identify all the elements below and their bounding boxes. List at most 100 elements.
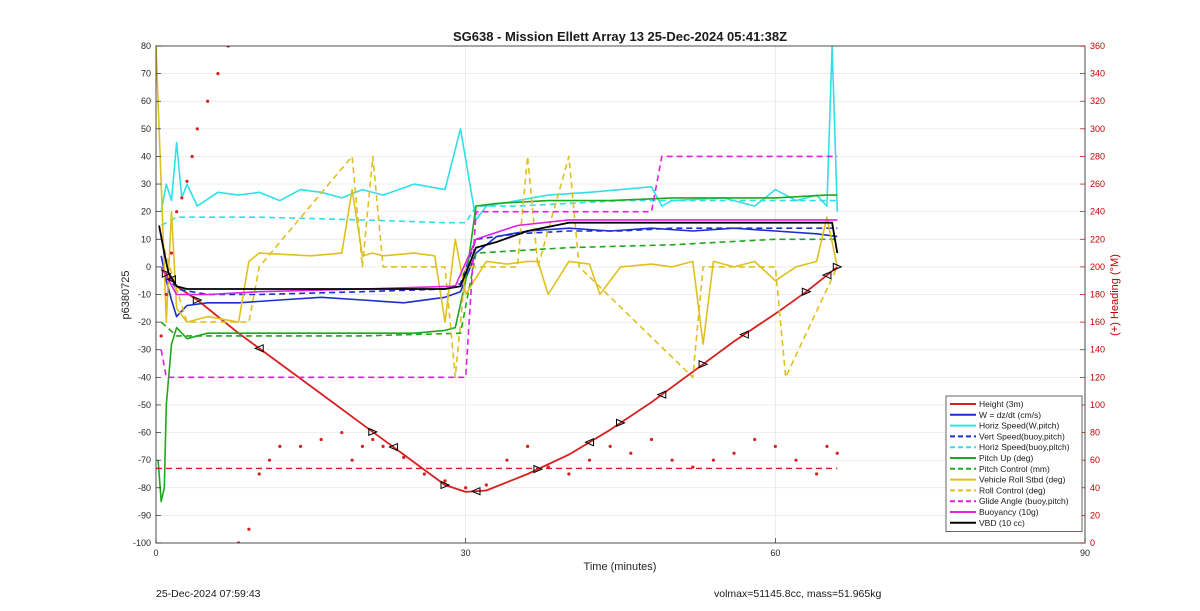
y2-tick-label: 40 (1090, 483, 1100, 493)
footer-mass-info: volmax=51145.8cc, mass=51.965kg (714, 588, 882, 600)
gc-marker (739, 330, 749, 339)
y2-tick-label: 300 (1090, 124, 1105, 134)
series-line-vbd-10-cc (158, 221, 839, 290)
heading-point (773, 444, 777, 448)
y-tick-label: -10 (138, 290, 151, 300)
heading-point (360, 444, 365, 448)
y-tick-label: -50 (138, 400, 151, 410)
heading-point (267, 458, 272, 462)
left-axis-ticks: -100-90-80-70-60-50-40-30-20-10010203040… (133, 41, 161, 548)
gc-marker (470, 486, 481, 496)
y-tick-label: 60 (141, 96, 151, 106)
heading-point (629, 451, 633, 455)
legend-label: Roll Control (deg) (979, 485, 1046, 495)
heading-point (381, 444, 385, 448)
gc-marker (656, 390, 667, 399)
series-line-vert-speed-buoy-pitch (160, 227, 838, 296)
heading-point (815, 472, 819, 476)
x-tick-label: 30 (461, 548, 471, 558)
legend-label: Horiz Speed(W,pitch) (979, 421, 1059, 431)
heading-point (649, 437, 654, 442)
footer-timestamp: 25-Dec-2024 07:59:43 (156, 588, 261, 600)
y2-tick-label: 260 (1090, 179, 1105, 189)
heading-point (608, 444, 612, 448)
heading-point (247, 527, 251, 531)
heading-point (169, 251, 174, 255)
y-tick-label: -60 (138, 428, 151, 438)
heading-point (825, 444, 829, 448)
y2-tick-label: 220 (1090, 234, 1105, 244)
heading-point (175, 210, 179, 214)
gc-marker (161, 269, 172, 278)
x-axis-ticks: 0 30 60 90 (153, 538, 1090, 558)
y-tick-label: -40 (138, 372, 151, 382)
series-line-w-dz-dt-cm-s (160, 227, 838, 318)
gc-marker (253, 344, 264, 353)
x-tick-label: 0 (153, 548, 158, 558)
heading-point (164, 292, 168, 297)
heading-point (711, 458, 716, 462)
heading-point (350, 458, 354, 462)
legend-label: Glide Angle (buoy,pitch) (979, 496, 1069, 506)
heading-point (180, 196, 184, 200)
y-tick-label: 10 (141, 234, 151, 244)
legend-label: Buoyancy (10g) (979, 507, 1039, 517)
legend-label: Pitch Control (mm) (979, 464, 1050, 474)
legend: Height (3m)W = dz/dt (cm/s)Horiz Speed(W… (945, 395, 1083, 532)
heading-point (422, 472, 426, 476)
gc-marker (821, 270, 832, 280)
y2-axis-label: (+) Heading (°M) (1109, 254, 1121, 336)
heading-point (319, 437, 323, 442)
legend-label: W = dz/dt (cm/s) (979, 410, 1041, 420)
y-tick-label: -100 (133, 538, 151, 548)
gc-marker (698, 359, 709, 369)
y-tick-label: -30 (138, 345, 151, 355)
heading-point (835, 451, 839, 455)
legend-label: Height (3m) (979, 399, 1024, 409)
series-line-height-3m (160, 266, 838, 493)
heading-point (257, 472, 261, 476)
series-line-glide-angle-buoy-pitch (160, 155, 838, 379)
gc-marker (533, 464, 544, 474)
x-tick-label: 90 (1080, 548, 1090, 558)
legend-label: Vert Speed(buoy,pitch) (979, 431, 1065, 441)
x-tick-label: 60 (770, 548, 780, 558)
chart-title: SG638 - Mission Ellett Array 13 25-Dec-2… (453, 29, 787, 44)
heading-point (206, 99, 210, 103)
y2-tick-label: 0 (1090, 538, 1095, 548)
heading-point (443, 479, 447, 483)
y-tick-label: 50 (141, 124, 151, 134)
y-tick-label: 70 (141, 69, 151, 79)
legend-label: Vehicle Roll Stbd (deg) (979, 475, 1066, 485)
gc-marker (368, 427, 379, 437)
series-line-buoyancy-10g (160, 219, 838, 296)
heading-point (794, 458, 798, 462)
series-line-pitch-up-deg (157, 194, 838, 503)
y2-tick-label: 320 (1090, 96, 1105, 106)
heading-point (340, 430, 344, 435)
heading-point (670, 458, 674, 462)
heading-point (371, 437, 375, 442)
heading-point (587, 458, 592, 462)
gc-marker (440, 480, 451, 490)
heading-point (190, 154, 194, 159)
legend-label: Pitch Up (deg) (979, 453, 1033, 463)
gc-marker (832, 262, 843, 272)
y2-tick-label: 280 (1090, 151, 1105, 161)
y2-tick-label: 240 (1090, 207, 1105, 217)
y-tick-label: -80 (138, 483, 151, 493)
y-tick-label: 40 (141, 151, 151, 161)
y2-tick-label: 60 (1090, 455, 1100, 465)
heading-point (278, 444, 282, 448)
heading-point (484, 483, 488, 487)
gc-marker (584, 437, 595, 447)
heading-point (464, 486, 468, 490)
y-tick-label: -70 (138, 455, 151, 465)
gc-marker (192, 295, 203, 305)
y2-tick-label: 80 (1090, 428, 1100, 438)
gc-marker (801, 287, 812, 297)
y-axis-label: p6380725 (120, 271, 132, 320)
y-tick-label: 0 (146, 262, 151, 272)
y2-tick-label: 360 (1090, 41, 1105, 51)
